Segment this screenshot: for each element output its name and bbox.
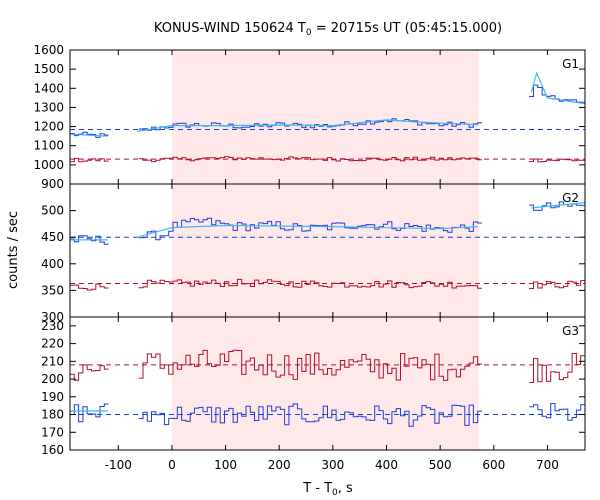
count-rate-series bbox=[70, 156, 585, 163]
y-tick-label: 200 bbox=[41, 372, 64, 386]
x-tick-label: 100 bbox=[214, 458, 237, 472]
y-tick-label: 900 bbox=[41, 177, 64, 191]
x-tick-label: 500 bbox=[429, 458, 452, 472]
y-tick-label: 1500 bbox=[33, 62, 64, 76]
y-tick-label: 1300 bbox=[33, 100, 64, 114]
smoothed-rate-line bbox=[70, 202, 585, 241]
y-tick-label: 160 bbox=[41, 443, 64, 457]
x-tick-label: 600 bbox=[482, 458, 505, 472]
smoothed-rate-line bbox=[70, 71, 585, 137]
y-tick-label: 400 bbox=[41, 257, 64, 271]
y-tick-label: 180 bbox=[41, 408, 64, 422]
x-tick-label: 700 bbox=[536, 458, 559, 472]
panel-g3: 160 170 180 190 200 210 220 230 G3 bbox=[41, 316, 586, 457]
y-tick-label: 500 bbox=[41, 204, 64, 218]
panel-label: G2 bbox=[562, 191, 579, 205]
x-tick-label: 0 bbox=[168, 458, 176, 472]
y-axis-label: counts / sec bbox=[6, 211, 21, 289]
shaded-interval bbox=[171, 317, 479, 450]
x-tick-label: 200 bbox=[268, 458, 291, 472]
y-tick-label: 300 bbox=[41, 310, 64, 324]
y-tick-label: 190 bbox=[41, 390, 64, 404]
x-tick-label: 400 bbox=[375, 458, 398, 472]
y-tick-label: 210 bbox=[41, 354, 64, 368]
panel-frame bbox=[69, 316, 586, 451]
x-tick-label: 300 bbox=[321, 458, 344, 472]
panel-label: G1 bbox=[562, 57, 579, 71]
y-tick-label: 1400 bbox=[33, 81, 64, 95]
x-tick-label: -100 bbox=[105, 458, 132, 472]
y-tick-label: 1100 bbox=[33, 139, 64, 153]
panel-g1: 900 1000 1100 1200 1300 1400 1500 1600 G1 bbox=[33, 43, 586, 191]
y-tick-label: 220 bbox=[41, 337, 64, 351]
y-tick-label: 170 bbox=[41, 425, 64, 439]
y-tick-label: 230 bbox=[41, 319, 64, 333]
series-group bbox=[70, 349, 585, 427]
panel-label: G3 bbox=[562, 324, 579, 338]
y-tick-label: 1600 bbox=[33, 43, 64, 57]
y-tick-label: 1200 bbox=[33, 120, 64, 134]
y-tick-label: 450 bbox=[41, 230, 64, 244]
series-group bbox=[70, 201, 585, 291]
y-tick-label: 1000 bbox=[33, 158, 64, 172]
count-rate-series bbox=[70, 278, 585, 291]
shaded-interval bbox=[171, 50, 479, 184]
x-axis-label: T - T0, s bbox=[302, 481, 353, 498]
panel-g2: 300 350 400 450 500 G2 bbox=[41, 183, 586, 324]
chart-title: KONUS-WIND 150624 T0 = 20715s UT (05:45:… bbox=[154, 21, 502, 38]
count-rate-series bbox=[70, 349, 585, 383]
series-group bbox=[70, 71, 585, 163]
y-tick-label: 350 bbox=[41, 283, 64, 297]
plot-area: 9001000110012001300140015001600G13003504… bbox=[33, 43, 586, 472]
shaded-interval bbox=[171, 184, 479, 317]
count-rate-series bbox=[70, 403, 585, 427]
